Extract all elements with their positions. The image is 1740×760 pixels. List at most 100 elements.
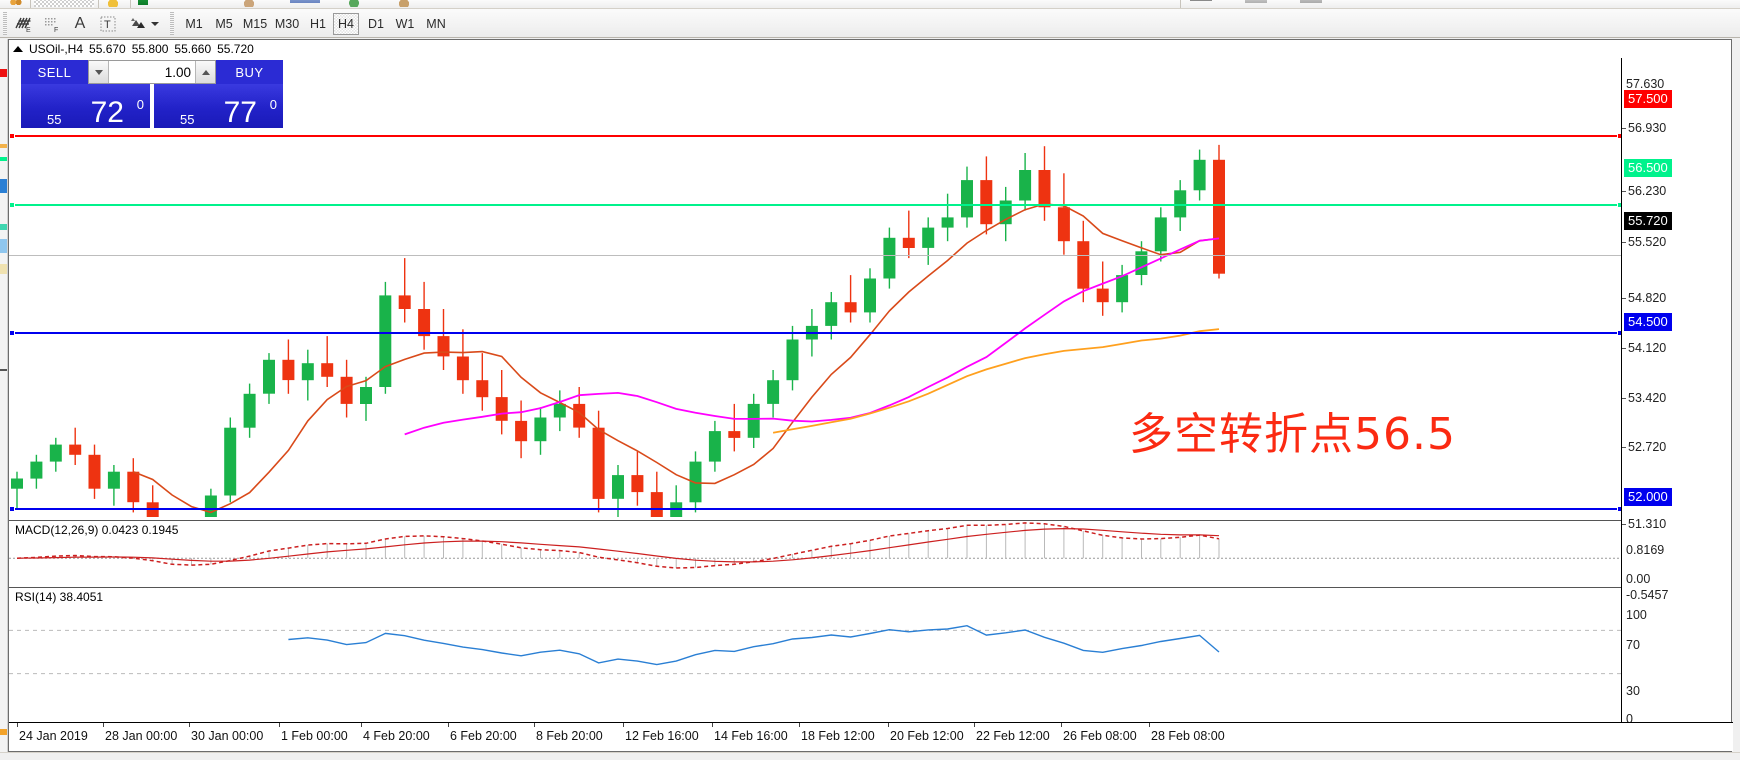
clipped-icon-1[interactable] bbox=[6, 0, 24, 7]
chart-navigator-strip[interactable] bbox=[0, 39, 8, 752]
collapse-triangle-icon[interactable] bbox=[13, 46, 23, 52]
price-chip-54500: 54.500 bbox=[1624, 313, 1672, 331]
clipped-icon-misc[interactable] bbox=[1245, 0, 1267, 3]
price-chip-57500: 57.500 bbox=[1624, 90, 1672, 108]
time-tick bbox=[361, 723, 362, 727]
level-handle-57500[interactable] bbox=[9, 133, 15, 139]
timeframe-m15[interactable]: M15 bbox=[242, 17, 268, 31]
price-scale[interactable]: 57.630 57.500 56.930 56.500 56.230 55.72… bbox=[1621, 58, 1731, 726]
chevron-up-icon bbox=[201, 69, 210, 75]
toolbar-row-clipped bbox=[0, 0, 1740, 9]
toolbar-grip-timeframes[interactable] bbox=[170, 12, 174, 35]
timeframe-m30[interactable]: M30 bbox=[274, 17, 300, 31]
trade-panel-prices: 55 72 0 55 77 0 bbox=[21, 84, 283, 128]
level-handle-56500[interactable] bbox=[9, 202, 15, 208]
time-label: 20 Feb 12:00 bbox=[890, 729, 964, 743]
indicator-arrows-icon[interactable] bbox=[126, 13, 150, 34]
timeframe-h1[interactable]: H1 bbox=[310, 17, 326, 31]
time-label: 18 Feb 12:00 bbox=[801, 729, 875, 743]
time-tick bbox=[189, 723, 190, 727]
svg-text:T: T bbox=[104, 19, 111, 31]
time-tick bbox=[888, 723, 889, 727]
level-line-current-price bbox=[9, 255, 1623, 256]
clipped-separator-4 bbox=[1180, 0, 1181, 8]
text-label-icon[interactable]: A bbox=[74, 14, 86, 32]
clipped-icon-lamp[interactable] bbox=[104, 0, 122, 7]
rsi-pane[interactable]: RSI(14) 38.4051 bbox=[9, 587, 1623, 723]
chart-window: USOil-,H4 55.670 55.800 55.660 55.720 bbox=[8, 39, 1733, 752]
volume-decrement-button[interactable] bbox=[89, 61, 109, 83]
price-tick-55520: 55.520 bbox=[1622, 235, 1666, 249]
clipped-icon-grid[interactable] bbox=[34, 0, 94, 7]
text-box-icon[interactable]: T bbox=[96, 13, 120, 34]
svg-text:F: F bbox=[54, 27, 58, 33]
clipped-icon-list[interactable] bbox=[1190, 0, 1212, 3]
time-label: 22 Feb 12:00 bbox=[976, 729, 1050, 743]
chart-ohlc-high: 55.800 bbox=[131, 42, 169, 56]
level-line-54500[interactable] bbox=[9, 330, 1623, 336]
timeframe-m1[interactable]: M1 bbox=[185, 17, 203, 31]
level-line-56500[interactable] bbox=[9, 202, 1623, 208]
clipped-separator-3 bbox=[130, 0, 131, 8]
price-tick-56230: 56.230 bbox=[1622, 184, 1666, 198]
sell-label[interactable]: SELL bbox=[21, 60, 88, 84]
nav-mark-green bbox=[0, 157, 7, 161]
buy-price-button[interactable]: 55 77 0 bbox=[154, 84, 283, 128]
price-tick-57630: 57.630 bbox=[1626, 77, 1665, 91]
clipped-icon-last[interactable] bbox=[1300, 0, 1322, 3]
timeframe-w1[interactable]: W1 bbox=[395, 17, 415, 31]
level-handle-54500[interactable] bbox=[9, 330, 15, 336]
volume-value[interactable]: 1.00 bbox=[164, 64, 191, 80]
macd-tick-high: 0.8169 bbox=[1626, 543, 1665, 557]
trade-panel-top-row: SELL 1.00 BUY bbox=[21, 60, 283, 84]
clipped-icon-box[interactable] bbox=[395, 0, 413, 7]
volume-stepper[interactable]: 1.00 bbox=[88, 60, 216, 84]
level-handle-52000[interactable] bbox=[9, 506, 15, 512]
time-label: 12 Feb 16:00 bbox=[625, 729, 699, 743]
clipped-icon-green-square[interactable] bbox=[138, 0, 148, 5]
timeframe-d1[interactable]: D1 bbox=[368, 17, 384, 31]
nav-mark-orange bbox=[0, 144, 7, 148]
rsi-tick-70: 70 bbox=[1626, 638, 1640, 652]
level-line-52000[interactable] bbox=[9, 506, 1623, 512]
price-pane[interactable] bbox=[9, 58, 1623, 517]
time-label: 30 Jan 00:00 bbox=[191, 729, 264, 743]
chart-template-f-icon[interactable]: F bbox=[40, 13, 64, 34]
time-tick bbox=[799, 723, 800, 727]
time-axis[interactable]: 24 Jan 2019 28 Jan 00:00 30 Jan 00:00 1 … bbox=[9, 722, 1733, 751]
macd-pane[interactable]: MACD(12,26,9) 0.0423 0.1945 bbox=[9, 520, 1623, 585]
time-tick bbox=[279, 723, 280, 727]
level-line-57500[interactable] bbox=[9, 133, 1623, 139]
sell-price-button[interactable]: 55 72 0 bbox=[21, 84, 150, 128]
time-tick bbox=[623, 723, 624, 727]
toolbar-grip-left[interactable] bbox=[3, 12, 7, 35]
clipped-icon-globe[interactable] bbox=[345, 0, 363, 7]
chart-symbol-timeframe: USOil-,H4 bbox=[29, 42, 84, 56]
time-label: 26 Feb 08:00 bbox=[1063, 729, 1137, 743]
time-tick bbox=[1061, 723, 1062, 727]
time-label: 14 Feb 16:00 bbox=[714, 729, 788, 743]
nav-mark-lightblue bbox=[0, 239, 7, 253]
price-tick-52720: 52.720 bbox=[1622, 440, 1666, 454]
timeframe-m5[interactable]: M5 bbox=[215, 17, 233, 31]
time-label: 6 Feb 20:00 bbox=[450, 729, 517, 743]
nav-mark-teal bbox=[0, 224, 7, 230]
sell-price-fraction: 0 bbox=[136, 97, 144, 112]
indicator-arrows-dropdown-icon[interactable] bbox=[148, 13, 162, 34]
sell-price-whole: 55 bbox=[47, 112, 62, 127]
macd-plot bbox=[9, 522, 1623, 569]
buy-label[interactable]: BUY bbox=[216, 60, 283, 84]
chart-annotation-text[interactable]: 多空转折点56.5 bbox=[1129, 409, 1456, 460]
nav-mark-cream bbox=[0, 264, 7, 274]
time-tick bbox=[1149, 723, 1150, 727]
rsi-tick-0: 0 bbox=[1626, 712, 1633, 726]
rsi-tick-100: 100 bbox=[1626, 608, 1647, 622]
price-tick-53420: 53.420 bbox=[1622, 391, 1666, 405]
timeframe-mn[interactable]: MN bbox=[426, 17, 446, 31]
clipped-icon-tan[interactable] bbox=[240, 0, 258, 7]
volume-increment-button[interactable] bbox=[195, 61, 215, 83]
clipped-icon-blue[interactable] bbox=[290, 0, 320, 3]
buy-price-pips: 77 bbox=[223, 96, 257, 129]
chart-template-e-icon[interactable]: E bbox=[12, 13, 36, 34]
timeframe-h4[interactable]: H4 bbox=[333, 13, 359, 35]
